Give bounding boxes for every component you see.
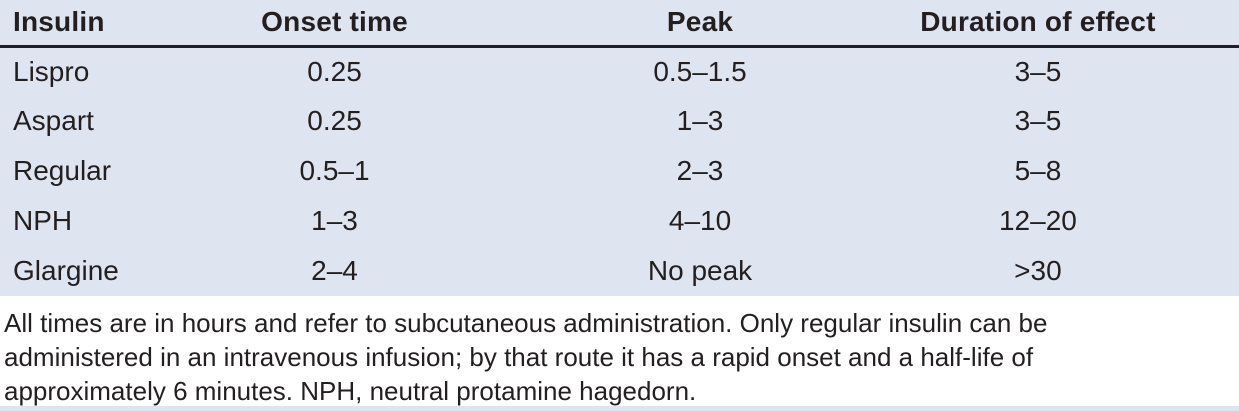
cell-peak: 2–3 [676,155,724,186]
cell-peak: 1–3 [676,105,724,136]
table-footnote: All times are in hours and refer to subc… [0,296,1239,408]
cell-insulin-name: Aspart [13,105,94,136]
cell-onset-time: 0.25 [307,55,362,87]
table-row: Regular 0.5–1 2–3 5–8 [0,146,1239,196]
footnote-line: approximately 6 minutes. NPH, neutral pr… [4,376,697,406]
cell-onset-time: 2–4 [311,255,358,286]
cell-duration: 5–8 [1014,155,1062,186]
cell-duration: >30 [1014,255,1062,286]
cell-peak: 4–10 [668,205,732,236]
cell-peak: No peak [647,255,753,286]
cell-onset-time: 1–3 [311,205,358,236]
cell-onset-time: 0.25 [307,105,362,136]
cell-onset-time: 0.5–1 [299,155,370,186]
cell-duration: 3–5 [1014,105,1062,136]
footnote-line: administered in an intravenous infusion;… [4,342,1034,372]
col-header-peak: Peak [483,0,917,48]
col-header-duration: Duration of effect [916,0,1239,48]
cell-peak: 0.5–1.5 [653,55,747,87]
table-row: Lispro 0.25 0.5–1.5 3–5 [0,46,1239,96]
cell-duration: 3–5 [1014,55,1062,87]
table-header-row: Insulin Onset time Peak Duration of effe… [0,0,1239,48]
cell-insulin-name: Glargine [13,255,119,286]
cell-insulin-name: NPH [13,205,73,236]
insulin-comparison-table: Insulin Onset time Peak Duration of effe… [0,0,1239,296]
footnote-line: All times are in hours and refer to subc… [4,308,1048,338]
cell-insulin-name: Lispro [13,55,90,87]
cell-duration: 12–20 [998,205,1077,236]
table-row: Aspart 0.25 1–3 3–5 [0,96,1239,146]
col-header-insulin: Insulin [0,0,186,48]
cell-insulin-name: Regular [13,155,112,186]
table-row: Glargine 2–4 No peak >30 [0,246,1239,296]
table-row: NPH 1–3 4–10 12–20 [0,196,1239,246]
col-header-onset: Onset time [185,0,484,48]
bottom-edge-divider [0,406,1239,411]
